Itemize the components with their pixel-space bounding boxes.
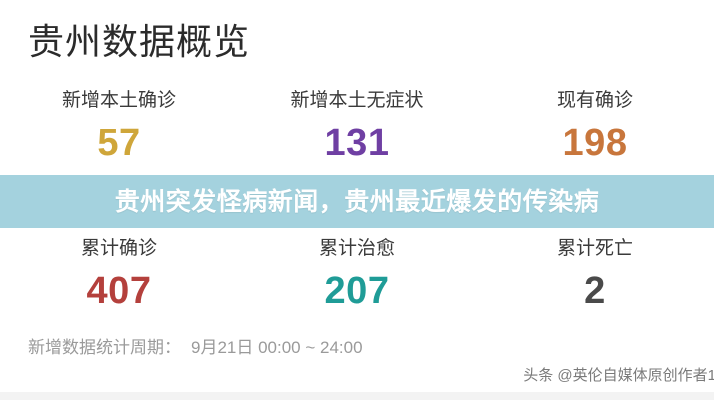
bottom-strip	[0, 392, 714, 400]
page-title: 贵州数据概览	[28, 21, 251, 62]
stat-value: 207	[324, 270, 390, 312]
stat-label: 累计治愈	[318, 238, 395, 259]
note-period-value: 9月21日 00:00 ~ 24:00	[191, 338, 363, 357]
stat-total-deaths: 累计死亡 2	[476, 236, 714, 314]
stat-label: 累计死亡	[556, 238, 633, 259]
stat-value: 2	[584, 270, 606, 312]
stat-label: 现有确诊	[556, 90, 633, 111]
stat-total-confirmed: 累计确诊 407	[0, 236, 238, 314]
author-watermark: 头条 @英伦自媒体原创作者1	[523, 367, 714, 384]
stat-total-recovered: 累计治愈 207	[238, 236, 476, 314]
stat-label: 新增本土确诊	[61, 90, 176, 111]
stat-label: 累计确诊	[80, 238, 157, 259]
stats-row-new: 新增本土确诊 57 新增本土无症状 131 现有确诊 198	[0, 88, 714, 166]
headline-overlay-text: 贵州突发怪病新闻，贵州最近爆发的传染病	[114, 187, 600, 216]
stat-label: 新增本土无症状	[290, 90, 424, 111]
stats-row-total: 累计确诊 407 累计治愈 207 累计死亡 2	[0, 236, 714, 314]
stat-value: 131	[324, 122, 390, 164]
statistics-period-note: 新增数据统计周期： 9月21日 00:00 ~ 24:00	[28, 336, 363, 360]
stat-value: 57	[97, 122, 141, 164]
note-label: 新增数据统计周期：	[28, 338, 181, 357]
stat-value: 198	[562, 122, 628, 164]
stat-value: 407	[86, 270, 152, 312]
stat-new-local-confirmed: 新增本土确诊 57	[0, 88, 238, 166]
stat-new-local-asymptomatic: 新增本土无症状 131	[238, 88, 476, 166]
stat-current-confirmed: 现有确诊 198	[476, 88, 714, 166]
headline-overlay-banner: 贵州突发怪病新闻，贵州最近爆发的传染病	[0, 175, 714, 228]
